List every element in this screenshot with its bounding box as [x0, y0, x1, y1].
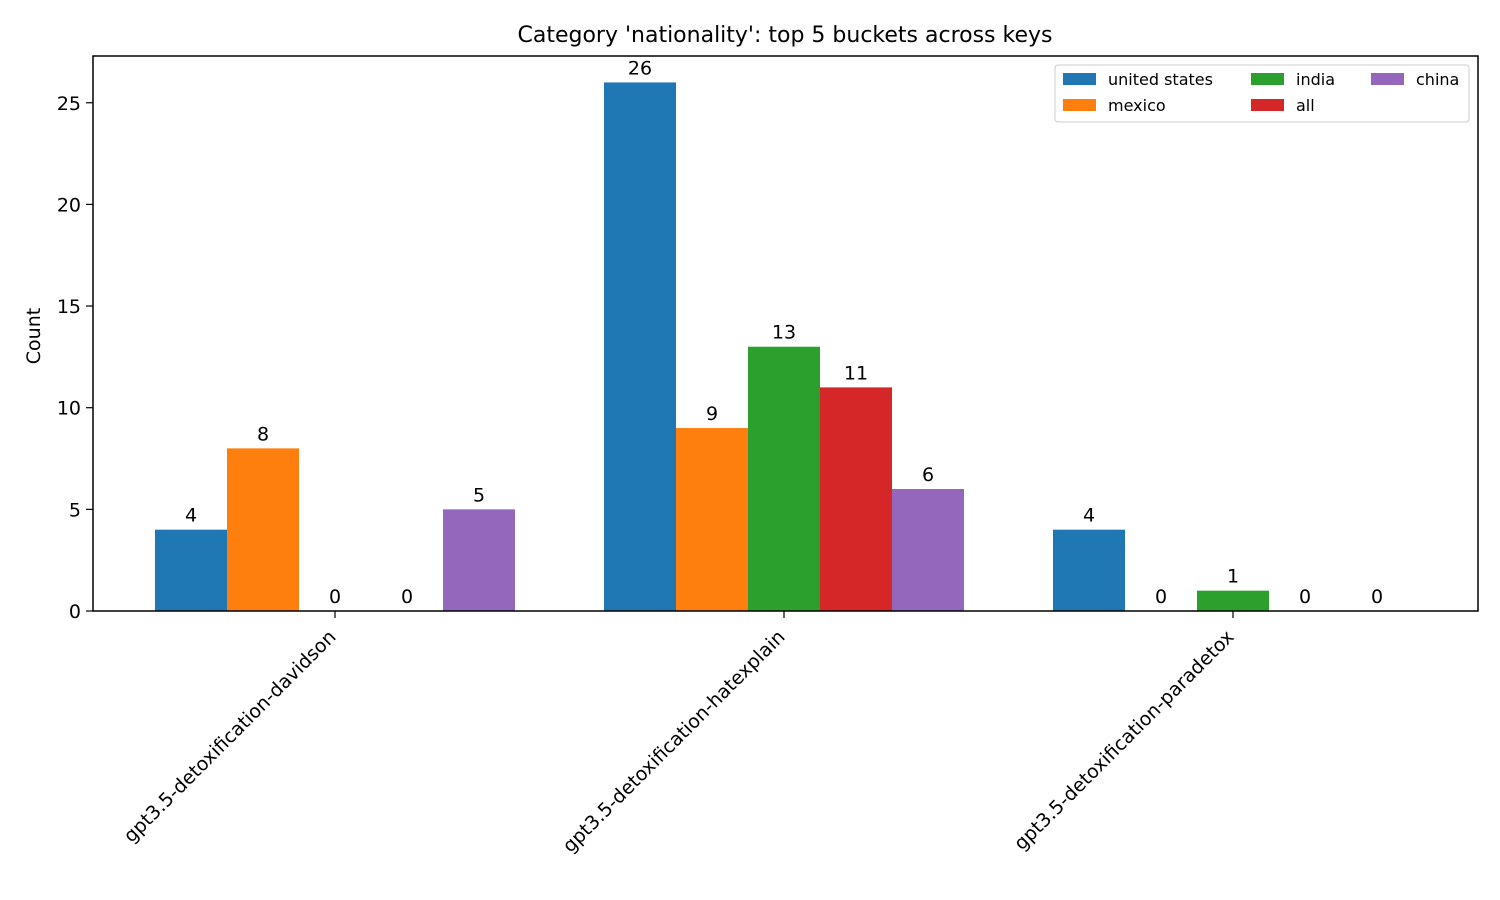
- data-label: 0: [1299, 586, 1311, 608]
- bar-india-1: [748, 346, 820, 611]
- bars-group: [155, 82, 1269, 611]
- data-label: 8: [257, 423, 269, 445]
- chart-title: Category 'nationality': top 5 buckets ac…: [517, 23, 1052, 48]
- bar-united-states-0: [155, 529, 227, 611]
- data-label: 5: [473, 484, 485, 506]
- legend-swatch: [1251, 73, 1284, 85]
- bar-united-states-2: [1053, 529, 1125, 611]
- legend-box: [1054, 64, 1470, 123]
- legend-label: india: [1296, 70, 1335, 89]
- data-label: 4: [1083, 505, 1095, 527]
- y-tick-label: 10: [57, 398, 81, 420]
- data-label: 0: [1155, 586, 1167, 608]
- bar-mexico-1: [676, 428, 748, 611]
- legend-swatch: [1063, 99, 1096, 111]
- bar-india-2: [1197, 590, 1269, 611]
- x-tick-label: gpt3.5-detoxification-davidson: [120, 626, 341, 847]
- x-tick-label: gpt3.5-detoxification-hatexplain: [558, 626, 789, 857]
- bar-china-0: [443, 509, 515, 611]
- legend-label: china: [1416, 70, 1459, 89]
- legend-label: mexico: [1108, 96, 1166, 115]
- y-tick-label: 15: [57, 296, 81, 318]
- data-label: 0: [1371, 586, 1383, 608]
- x-axis: gpt3.5-detoxification-davidson gpt3.5-det…: [120, 611, 1239, 857]
- data-label: 26: [628, 57, 652, 79]
- legend-label: united states: [1108, 70, 1213, 89]
- data-label: 0: [329, 586, 341, 608]
- y-tick-label: 5: [69, 499, 81, 521]
- data-label: 11: [844, 362, 868, 384]
- data-label: 6: [922, 464, 934, 486]
- legend-label: all: [1296, 96, 1315, 115]
- x-tick-label: gpt3.5-detoxification-paradetox: [1010, 626, 1239, 855]
- data-label: 4: [185, 505, 197, 527]
- y-axis: 0 5 10 15 20 25: [57, 93, 93, 623]
- y-axis-label: Count: [23, 308, 45, 364]
- legend-swatch: [1063, 73, 1096, 85]
- y-tick-label: 20: [57, 194, 81, 216]
- data-labels-group: 4 8 0 0 5 26 9 13 11 6 4 0 1 0 0: [185, 57, 1383, 608]
- legend-swatch: [1251, 99, 1284, 111]
- plot-frame: [92, 55, 1479, 612]
- bar-united-states-1: [604, 82, 676, 611]
- bar-mexico-0: [227, 448, 299, 611]
- data-label: 9: [706, 403, 718, 425]
- y-tick-label: 0: [69, 601, 81, 623]
- data-label: 0: [401, 586, 413, 608]
- legend: united states mexico india all china: [1054, 64, 1470, 123]
- bar-all-1: [820, 387, 892, 611]
- bar-china-1: [892, 489, 964, 611]
- legend-swatch: [1371, 73, 1404, 85]
- y-tick-label: 25: [57, 93, 81, 115]
- data-label: 1: [1227, 566, 1239, 588]
- data-label: 13: [772, 322, 796, 344]
